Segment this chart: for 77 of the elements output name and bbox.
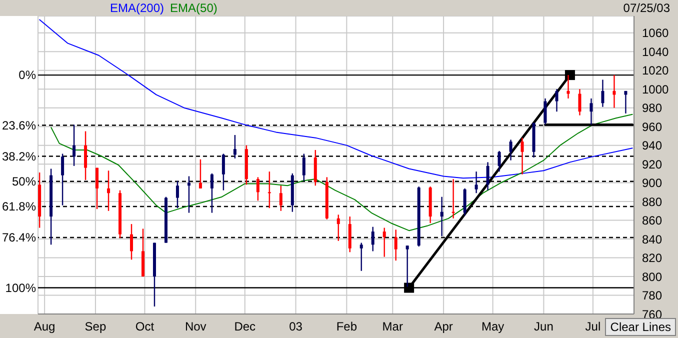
x-tick-label: 03 — [289, 320, 303, 334]
candlestick — [279, 185, 282, 212]
text: 76.4% — [2, 230, 36, 245]
candlestick — [601, 79, 604, 108]
candlestick — [210, 172, 214, 214]
text: 38.2% — [2, 149, 36, 164]
candlestick — [222, 153, 225, 191]
y-tick-label: 900 — [642, 176, 662, 190]
x-tick-label: Feb — [336, 320, 358, 334]
candlestick — [578, 88, 582, 116]
y-tick-label: 780 — [642, 288, 662, 303]
text: 50% — [12, 174, 36, 188]
candlestick — [84, 130, 88, 181]
candlestick — [590, 98, 593, 126]
candlestick — [612, 74, 616, 108]
candlestick — [406, 244, 409, 288]
text: 61.8% — [2, 200, 36, 214]
text: EMA(50) — [170, 1, 218, 15]
candlestick — [382, 227, 386, 258]
y-tick-label: 980 — [642, 101, 662, 116]
candlestick — [509, 139, 512, 161]
y-tick-label: 1020 — [642, 64, 670, 78]
x-tick-label: May — [481, 320, 504, 334]
y-tick-label: 860 — [642, 214, 662, 228]
y-tick-label: 800 — [642, 270, 662, 284]
candlestick — [520, 137, 524, 175]
x-tick-label: Oct — [135, 320, 155, 334]
candlestick — [452, 178, 455, 220]
y-tick-label: 820 — [642, 251, 662, 266]
y-tick-label: 960 — [642, 120, 662, 134]
x-tick-label: Apr — [434, 320, 453, 334]
candlestick — [474, 170, 478, 194]
text: 23.6% — [2, 118, 36, 132]
candlestick — [130, 223, 134, 260]
text: 100% — [5, 280, 36, 295]
candlestick — [96, 167, 99, 210]
candlestick — [176, 180, 179, 209]
text: EMA(200) — [110, 1, 164, 15]
candlestick — [544, 98, 547, 126]
candlestick — [566, 74, 570, 100]
y-tick-label: 1000 — [642, 82, 670, 96]
x-tick-label: Jun — [534, 320, 554, 334]
candlestick — [498, 150, 501, 172]
x-tick-label: Aug — [34, 320, 56, 334]
x-tick-label: Jul — [585, 320, 601, 334]
candlestick — [394, 229, 398, 262]
x-tick-label: Dec — [234, 320, 256, 334]
candlestick — [233, 134, 236, 160]
text: 07/25/03 — [623, 1, 670, 15]
candlestick — [555, 88, 558, 112]
y-tick-label: 880 — [642, 194, 662, 209]
text: 0% — [18, 68, 36, 82]
candlestick — [107, 170, 110, 212]
x-tick-label: Nov — [184, 320, 206, 334]
text: Clear Lines — [605, 318, 676, 336]
candlestick — [360, 242, 363, 272]
y-tick-label: 840 — [642, 232, 662, 246]
y-tick-label: 920 — [642, 157, 662, 172]
candlestick — [463, 188, 466, 216]
x-tick-label: Mar — [382, 320, 403, 334]
candlestick — [256, 176, 260, 202]
candlestick — [486, 162, 490, 191]
x-tick-label: Sep — [84, 320, 106, 334]
y-tick-label: 1060 — [642, 26, 670, 40]
y-tick-label: 940 — [642, 138, 662, 153]
y-tick-label: 1040 — [642, 44, 670, 59]
candlestick — [440, 196, 444, 237]
candlestick — [198, 158, 202, 190]
candlestick — [72, 124, 76, 167]
candlestick — [336, 214, 340, 242]
line-series — [39, 19, 633, 179]
candlestick — [268, 170, 271, 209]
candlestick — [371, 226, 374, 252]
candlestick — [302, 153, 306, 182]
candlestick — [624, 90, 628, 114]
candlestick — [61, 153, 64, 206]
line-series — [50, 114, 633, 232]
